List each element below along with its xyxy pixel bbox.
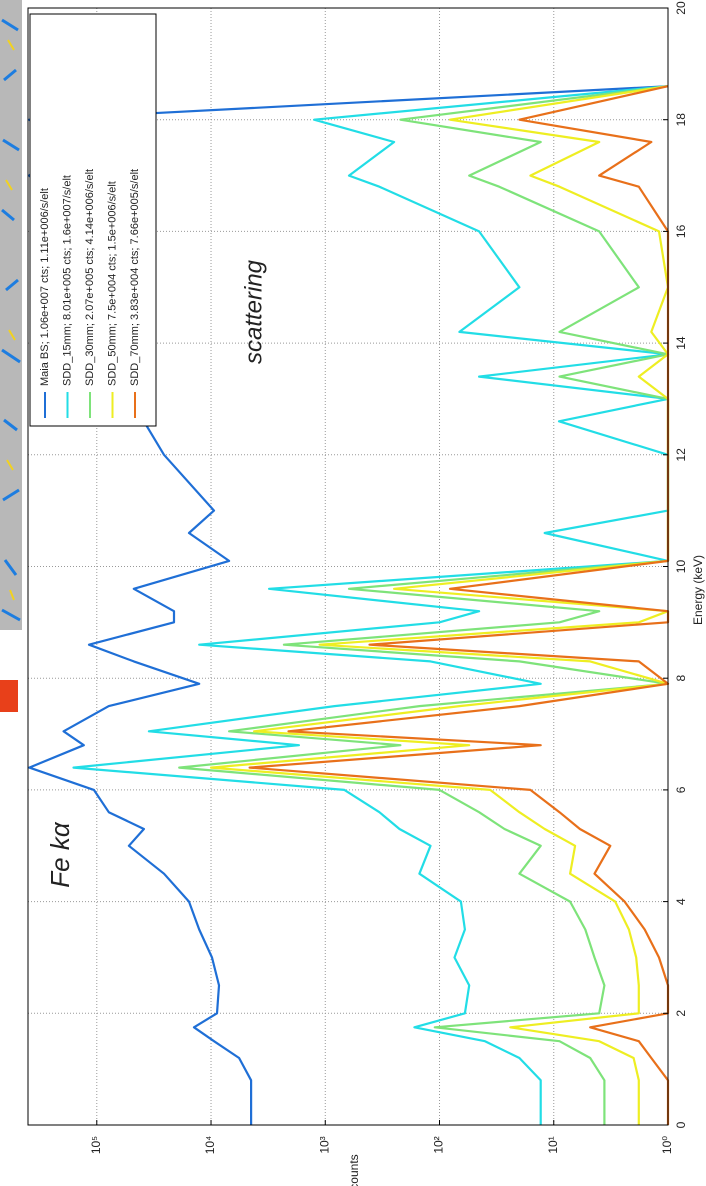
y-tick-label: 10⁵ <box>89 1136 103 1154</box>
legend-label: SDD_50mm; 7.5e+004 cts; 1.5e+006/s/elt <box>106 181 118 386</box>
series-line <box>72 85 670 1125</box>
series-line <box>178 85 670 1125</box>
legend-label: SDD_70mm; 3.83e+004 cts; 7.66e+005/s/elt <box>129 169 141 386</box>
x-axis-label: Energy (keV) <box>691 555 705 625</box>
x-tick-label: 8 <box>674 675 688 682</box>
x-tick-label: 6 <box>674 786 688 793</box>
x-tick-label: 4 <box>674 898 688 905</box>
x-tick-label: 20 <box>674 1 688 15</box>
y-tick-label: 10¹ <box>546 1136 560 1153</box>
x-tick-label: 0 <box>674 1121 688 1128</box>
y-tick-label: 10³ <box>317 1136 331 1153</box>
y-tick-label: 10² <box>432 1136 446 1153</box>
cropped-image-strip <box>0 0 22 712</box>
legend-label: SDD_30mm; 2.07e+005 cts; 4.14e+006/s/elt <box>84 169 96 386</box>
y-axis-label: counts <box>347 1154 361 1186</box>
x-tick-label: 2 <box>674 1010 688 1017</box>
series-line <box>209 85 670 1125</box>
legend-label: Maia BS; 1.06e+007 cts; 1.11e+006/s/elt <box>39 188 51 386</box>
x-tick-label: 14 <box>674 336 688 350</box>
annotation: Fe kα <box>45 821 75 888</box>
legend-box <box>29 13 157 427</box>
x-tick-label: 16 <box>674 224 688 238</box>
ticks: 0 2 4 6 8 10 12 14 16 18 20 10⁰ 10¹ 10² 10³ 10⁴ 10⁵ <box>89 1 688 1154</box>
x-tick-label: 12 <box>674 448 688 462</box>
x-tick-label: 18 <box>674 113 688 127</box>
annotation: scattering <box>240 259 267 364</box>
y-tick-label: 10⁰ <box>660 1136 674 1154</box>
y-tick-label: 10⁴ <box>203 1136 217 1155</box>
x-tick-label: 10 <box>674 560 688 574</box>
legend: Maia BS; 1.06e+007 cts; 1.11e+006/s/elt S… <box>29 13 157 427</box>
legend-label: SDD_15mm; 8.01e+005 cts; 1.6e+007/s/elt <box>61 175 73 386</box>
